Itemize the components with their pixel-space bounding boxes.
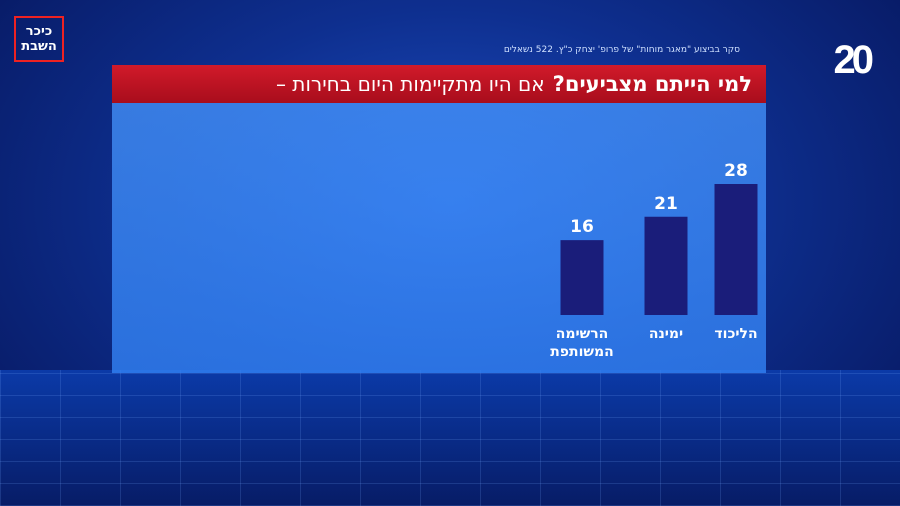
headline-bar: למי הייתם מצביעים? אם היו מתקיימות היום … [112, 65, 766, 103]
bar-value-label-0: 28 [724, 161, 748, 181]
logo-line1: כיכר [25, 24, 53, 39]
kikar-logo: כיכר השבת [14, 16, 64, 62]
category-label-0-0: הליכוד [714, 326, 757, 342]
bar-value-label-1: 21 [654, 194, 678, 214]
source-note: סקר בביצוע "מאגר מוחות" של פרופ' יצחק כ"… [503, 45, 740, 55]
bar-1 [644, 216, 688, 315]
headline-bold: למי הייתם מצביעים? [552, 72, 752, 96]
grid-floor [0, 370, 900, 506]
bar-2 [560, 240, 604, 315]
bar-value-label-2: 16 [570, 217, 594, 237]
bar-0 [714, 184, 758, 315]
category-label-2-0: הרשימה [556, 326, 609, 342]
bar-chart: 28 הליכוד 21 ימינה 16 הרשימה המשותפת [550, 161, 758, 360]
logo-line2: השבת [21, 39, 57, 54]
category-label-1-0: ימינה [649, 326, 683, 342]
headline-regular: אם היו מתקיימות היום בחירות – [275, 72, 545, 96]
channel-20-logo: 20 [833, 38, 874, 82]
category-label-2-1: המשותפת [550, 344, 614, 360]
